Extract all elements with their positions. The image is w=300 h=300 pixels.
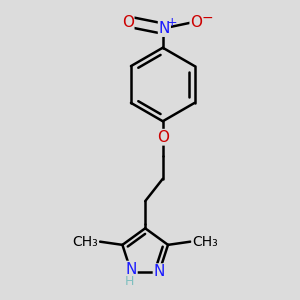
Text: −: − xyxy=(202,11,213,25)
Text: +: + xyxy=(167,16,177,29)
Text: CH₃: CH₃ xyxy=(73,235,98,249)
Text: O: O xyxy=(157,130,169,145)
Text: CH₃: CH₃ xyxy=(192,235,218,249)
Text: N: N xyxy=(125,262,137,277)
Text: N: N xyxy=(154,264,165,279)
Text: O: O xyxy=(190,15,202,30)
Text: N: N xyxy=(159,21,170,36)
Text: O: O xyxy=(122,15,134,30)
Text: H: H xyxy=(125,275,134,288)
